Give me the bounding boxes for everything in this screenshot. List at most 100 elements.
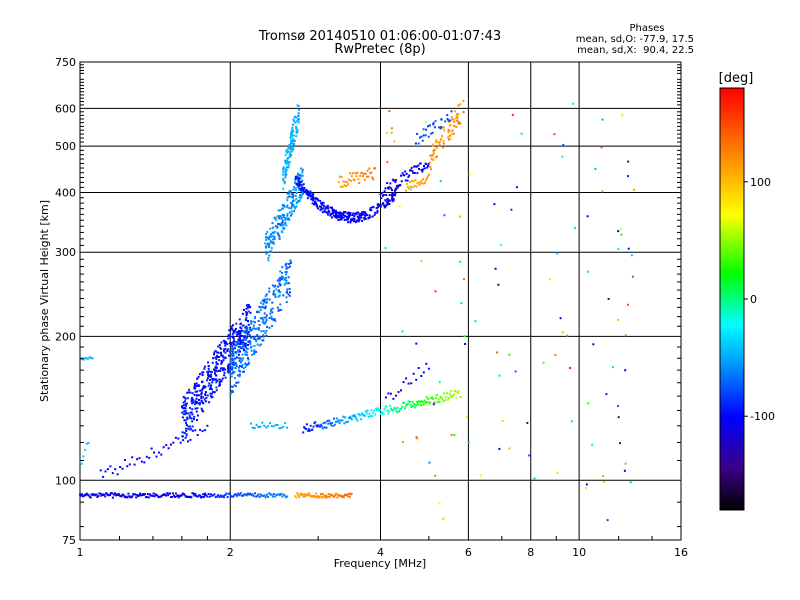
data-point xyxy=(266,236,269,239)
data-point xyxy=(277,289,280,292)
data-point xyxy=(197,402,200,405)
data-point xyxy=(224,348,227,351)
data-point xyxy=(343,422,346,425)
data-point xyxy=(284,496,287,499)
data-point xyxy=(238,375,241,378)
data-point xyxy=(185,424,188,426)
data-point xyxy=(412,372,415,375)
data-point xyxy=(244,331,247,334)
data-point xyxy=(354,212,356,215)
data-point xyxy=(249,326,252,329)
data-point xyxy=(320,202,323,205)
data-point xyxy=(572,102,575,105)
data-point xyxy=(442,146,445,149)
data-point xyxy=(237,332,240,335)
data-point xyxy=(276,225,279,228)
data-point xyxy=(356,171,359,174)
data-point xyxy=(218,378,221,381)
data-point xyxy=(198,373,201,376)
data-point xyxy=(569,367,571,369)
data-point xyxy=(292,204,295,207)
data-point xyxy=(319,205,322,208)
data-point xyxy=(177,496,180,499)
data-point xyxy=(291,149,294,152)
data-point xyxy=(227,365,230,368)
data-point xyxy=(422,134,425,137)
data-point xyxy=(237,329,240,332)
data-point xyxy=(88,356,91,359)
data-point xyxy=(261,421,264,424)
data-point xyxy=(96,496,99,498)
data-point xyxy=(339,211,342,214)
data-point xyxy=(305,189,308,191)
data-point xyxy=(374,211,377,214)
data-point xyxy=(199,389,202,392)
data-point xyxy=(234,357,237,360)
data-point xyxy=(193,387,196,390)
data-point xyxy=(384,396,387,399)
data-point xyxy=(274,295,277,298)
data-point xyxy=(328,419,331,422)
data-point xyxy=(460,396,462,399)
data-point xyxy=(419,136,421,139)
data-point xyxy=(204,400,207,403)
data-point xyxy=(318,205,321,208)
data-point xyxy=(232,337,235,340)
data-point xyxy=(79,356,81,359)
data-point xyxy=(338,175,341,178)
data-point xyxy=(133,463,136,466)
data-point xyxy=(263,301,266,304)
data-point xyxy=(617,416,620,419)
data-point xyxy=(283,494,286,497)
data-point xyxy=(390,127,393,130)
data-point xyxy=(617,230,620,233)
data-point xyxy=(285,301,288,303)
data-point xyxy=(389,182,392,185)
data-point xyxy=(173,494,175,497)
data-point xyxy=(271,231,274,234)
data-point xyxy=(421,139,424,142)
data-point xyxy=(448,392,451,395)
data-point xyxy=(235,331,238,334)
data-point xyxy=(508,353,511,356)
data-point xyxy=(257,426,260,428)
data-point xyxy=(449,394,452,397)
data-point xyxy=(346,212,349,215)
data-point xyxy=(427,125,429,128)
data-point xyxy=(246,327,249,330)
data-point xyxy=(246,303,249,306)
data-point xyxy=(384,406,387,409)
data-point xyxy=(359,216,362,219)
data-point xyxy=(289,139,292,142)
data-point xyxy=(403,401,406,404)
data-point xyxy=(268,492,271,495)
data-point xyxy=(350,175,353,178)
data-point xyxy=(347,218,350,221)
data-point xyxy=(566,334,569,337)
data-point xyxy=(242,494,245,497)
data-point xyxy=(347,492,350,495)
data-point xyxy=(629,481,632,484)
data-point xyxy=(232,335,234,338)
data-point xyxy=(231,348,234,351)
data-point xyxy=(226,496,229,499)
data-point xyxy=(448,129,451,132)
data-point xyxy=(282,187,285,190)
data-point xyxy=(285,149,288,152)
data-point xyxy=(201,495,204,498)
data-point xyxy=(282,173,285,176)
data-point xyxy=(462,111,465,114)
data-point xyxy=(245,307,248,310)
data-point xyxy=(187,428,190,430)
data-point xyxy=(303,187,306,189)
data-point xyxy=(314,421,317,424)
data-point xyxy=(289,262,292,264)
data-point xyxy=(230,368,233,371)
data-point xyxy=(271,284,274,287)
data-point xyxy=(151,495,154,497)
data-point xyxy=(262,339,265,342)
data-point xyxy=(217,494,220,497)
data-point xyxy=(431,396,434,399)
data-point xyxy=(227,337,230,340)
